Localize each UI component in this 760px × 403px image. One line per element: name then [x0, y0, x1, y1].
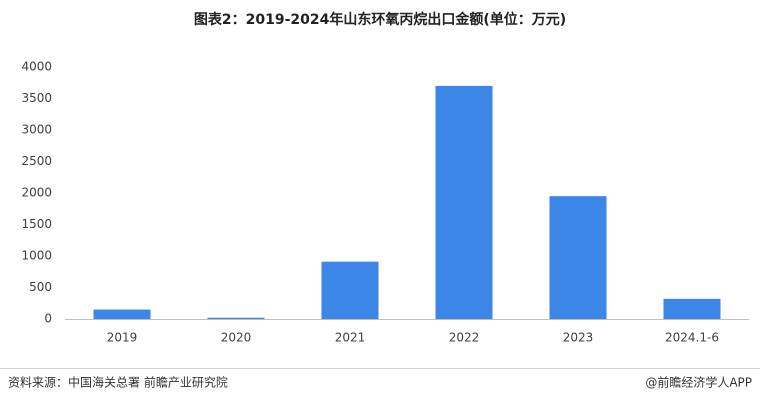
y-tick-label: 2000 [21, 186, 52, 200]
y-tick-label: 2500 [21, 154, 52, 168]
bar [549, 196, 607, 319]
bar [93, 309, 151, 319]
bar [321, 261, 379, 319]
chart-title: 图表2：2019-2024年山东环氧丙烷出口金额(单位：万元) [194, 11, 566, 28]
y-tick-label: 0 [44, 312, 52, 326]
x-tick-label: 2021 [335, 331, 366, 345]
x-tick-label: 2019 [107, 331, 138, 345]
bar [207, 317, 265, 319]
y-tick-label: 4000 [21, 60, 52, 74]
y-tick-label: 1000 [21, 249, 52, 263]
y-tick-label: 3500 [21, 91, 52, 105]
y-tick-label: 500 [29, 280, 52, 294]
x-tick-label: 2023 [563, 331, 594, 345]
x-tick-label: 2020 [221, 331, 252, 345]
x-tick-label: 2022 [449, 331, 480, 345]
credit: @前瞻经济学人APP [645, 375, 752, 390]
x-tick-label: 2024.1-6 [665, 331, 719, 345]
source-note: 资料来源：中国海关总署 前瞻产业研究院 [8, 375, 228, 390]
bar [663, 298, 721, 319]
y-tick-label: 1500 [21, 217, 52, 231]
bar [435, 85, 493, 320]
y-tick-label: 3000 [21, 123, 52, 137]
